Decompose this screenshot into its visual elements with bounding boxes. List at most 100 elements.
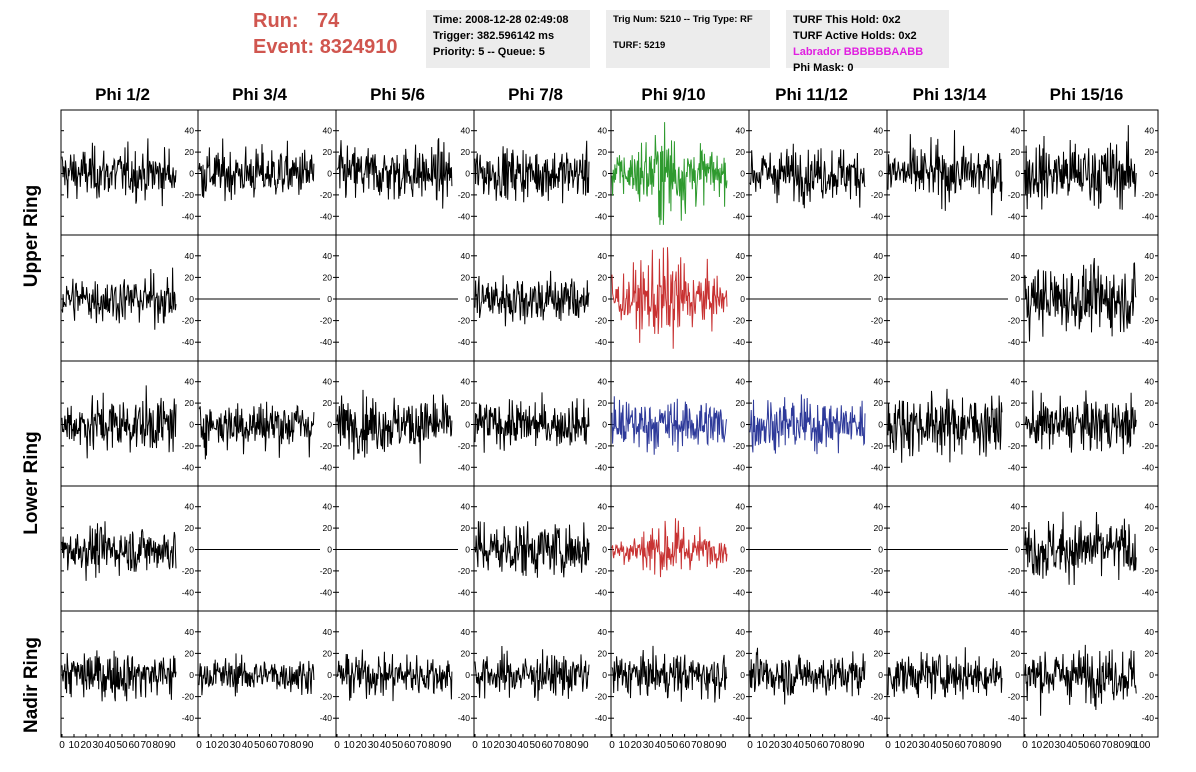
y-tick-label: 0 <box>878 545 883 555</box>
y-tick-label: 0 <box>602 420 607 430</box>
panel-frame <box>335 485 475 612</box>
run-value: 74 <box>317 10 340 32</box>
trace-line <box>749 647 866 705</box>
trace-line <box>474 645 590 702</box>
y-tick-label: 20 <box>736 272 746 282</box>
panel-frame <box>886 234 1025 362</box>
y-tick-label: -20 <box>320 566 333 576</box>
y-tick-label: 0 <box>878 294 883 304</box>
time-text: Time: 2008-12-28 02:49:08 <box>433 14 569 26</box>
y-tick-label: -20 <box>1008 441 1021 451</box>
panel-frame <box>197 234 337 362</box>
y-tick-label: -40 <box>871 713 884 723</box>
y-tick-label: 40 <box>874 126 884 136</box>
y-tick-label: 20 <box>598 272 608 282</box>
turf-text: TURF: 5219 <box>613 40 666 51</box>
x-tick-label: 30 <box>918 740 930 751</box>
y-tick-label: -20 <box>1142 692 1155 702</box>
y-tick-label: -20 <box>320 692 333 702</box>
y-tick-label: -20 <box>595 566 608 576</box>
x-tick-label: 40 <box>793 740 805 751</box>
y-tick-label: 20 <box>185 648 195 658</box>
phi-header-2: Phi 3/4 <box>232 85 287 104</box>
y-tick-label: 40 <box>736 126 746 136</box>
y-tick-label: 40 <box>874 251 884 261</box>
trace-line <box>474 140 590 204</box>
y-tick-label: -40 <box>871 211 884 221</box>
y-tick-label: 40 <box>736 251 746 261</box>
trace-line <box>887 647 1003 700</box>
trace-line <box>474 270 590 327</box>
trace-line <box>336 138 453 209</box>
y-tick-label: 40 <box>461 126 471 136</box>
y-tick-label: -40 <box>871 462 884 472</box>
y-tick-label: -40 <box>182 337 195 347</box>
y-tick-label: -40 <box>1142 337 1155 347</box>
phi-header-6: Phi 11/12 <box>775 85 848 104</box>
y-tick-label: 0 <box>1015 545 1020 555</box>
trace-line <box>61 267 177 330</box>
y-tick-label: 20 <box>1145 272 1155 282</box>
priority-text: Priority: 5 -- Queue: 5 <box>433 46 545 58</box>
y-tick-label: -40 <box>1008 587 1021 597</box>
x-tick-label: 80 <box>1113 740 1125 751</box>
y-tick-label: -40 <box>1142 587 1155 597</box>
y-tick-label: -20 <box>1142 566 1155 576</box>
panel-frame <box>335 360 475 487</box>
phi-header-1: Phi 1/2 <box>95 85 150 104</box>
phi-mask-text: Phi Mask: 0 <box>793 62 854 74</box>
trace-line <box>1024 644 1137 716</box>
y-tick-label: -20 <box>1008 566 1021 576</box>
y-tick-label: 40 <box>598 251 608 261</box>
y-tick-label: 0 <box>1149 670 1154 680</box>
x-tick-label: 90 <box>853 740 865 751</box>
y-tick-label: 40 <box>185 627 195 637</box>
y-tick-label: 0 <box>1149 545 1154 555</box>
y-tick-label: 20 <box>461 147 471 157</box>
y-tick-label: 0 <box>740 420 745 430</box>
y-tick-label: 40 <box>323 251 333 261</box>
x-tick-label: 60 <box>817 740 829 751</box>
trace-line <box>474 392 590 453</box>
x-tick-label: 10 <box>894 740 906 751</box>
x-tick-label: 70 <box>829 740 841 751</box>
trace-line <box>474 521 590 578</box>
trace-line <box>198 401 315 460</box>
y-tick-label: 20 <box>598 523 608 533</box>
y-tick-label: -40 <box>1008 713 1021 723</box>
y-tick-label: -20 <box>871 692 884 702</box>
x-tick-label: 50 <box>805 740 817 751</box>
phi-header-8: Phi 15/16 <box>1049 85 1124 104</box>
trace-line <box>749 143 866 209</box>
x-tick-label: 20 <box>493 740 505 751</box>
y-tick-label: 20 <box>1145 398 1155 408</box>
y-tick-label: -20 <box>182 190 195 200</box>
x-tick-label: 50 <box>529 740 541 751</box>
y-tick-label: 0 <box>740 545 745 555</box>
y-tick-label: -20 <box>871 441 884 451</box>
y-tick-label: 20 <box>185 147 195 157</box>
panel-frame <box>886 485 1025 612</box>
y-tick-label: -20 <box>1008 692 1021 702</box>
y-tick-label: 20 <box>323 648 333 658</box>
y-tick-label: 0 <box>740 670 745 680</box>
x-tick-label: 60 <box>128 740 140 751</box>
x-tick-label: 60 <box>541 740 553 751</box>
y-tick-label: 40 <box>323 627 333 637</box>
y-tick-label: -20 <box>1142 316 1155 326</box>
y-tick-label: 20 <box>1011 648 1021 658</box>
y-tick-label: 20 <box>598 648 608 658</box>
y-tick-label: -40 <box>1142 713 1155 723</box>
y-tick-label: 40 <box>736 502 746 512</box>
x-tick-label: 90 <box>715 740 727 751</box>
x-tick-label: 90 <box>577 740 589 751</box>
x-tick-label: 20 <box>356 740 368 751</box>
y-tick-label: 0 <box>189 545 194 555</box>
x-tick-label: 70 <box>691 740 703 751</box>
turf-hold-text: TURF This Hold: 0x2 <box>793 14 901 26</box>
x-tick-label: 50 <box>392 740 404 751</box>
y-tick-label: 40 <box>736 377 746 387</box>
y-tick-label: 20 <box>185 272 195 282</box>
y-tick-label: -40 <box>595 337 608 347</box>
x-tick-label: 80 <box>703 740 715 751</box>
